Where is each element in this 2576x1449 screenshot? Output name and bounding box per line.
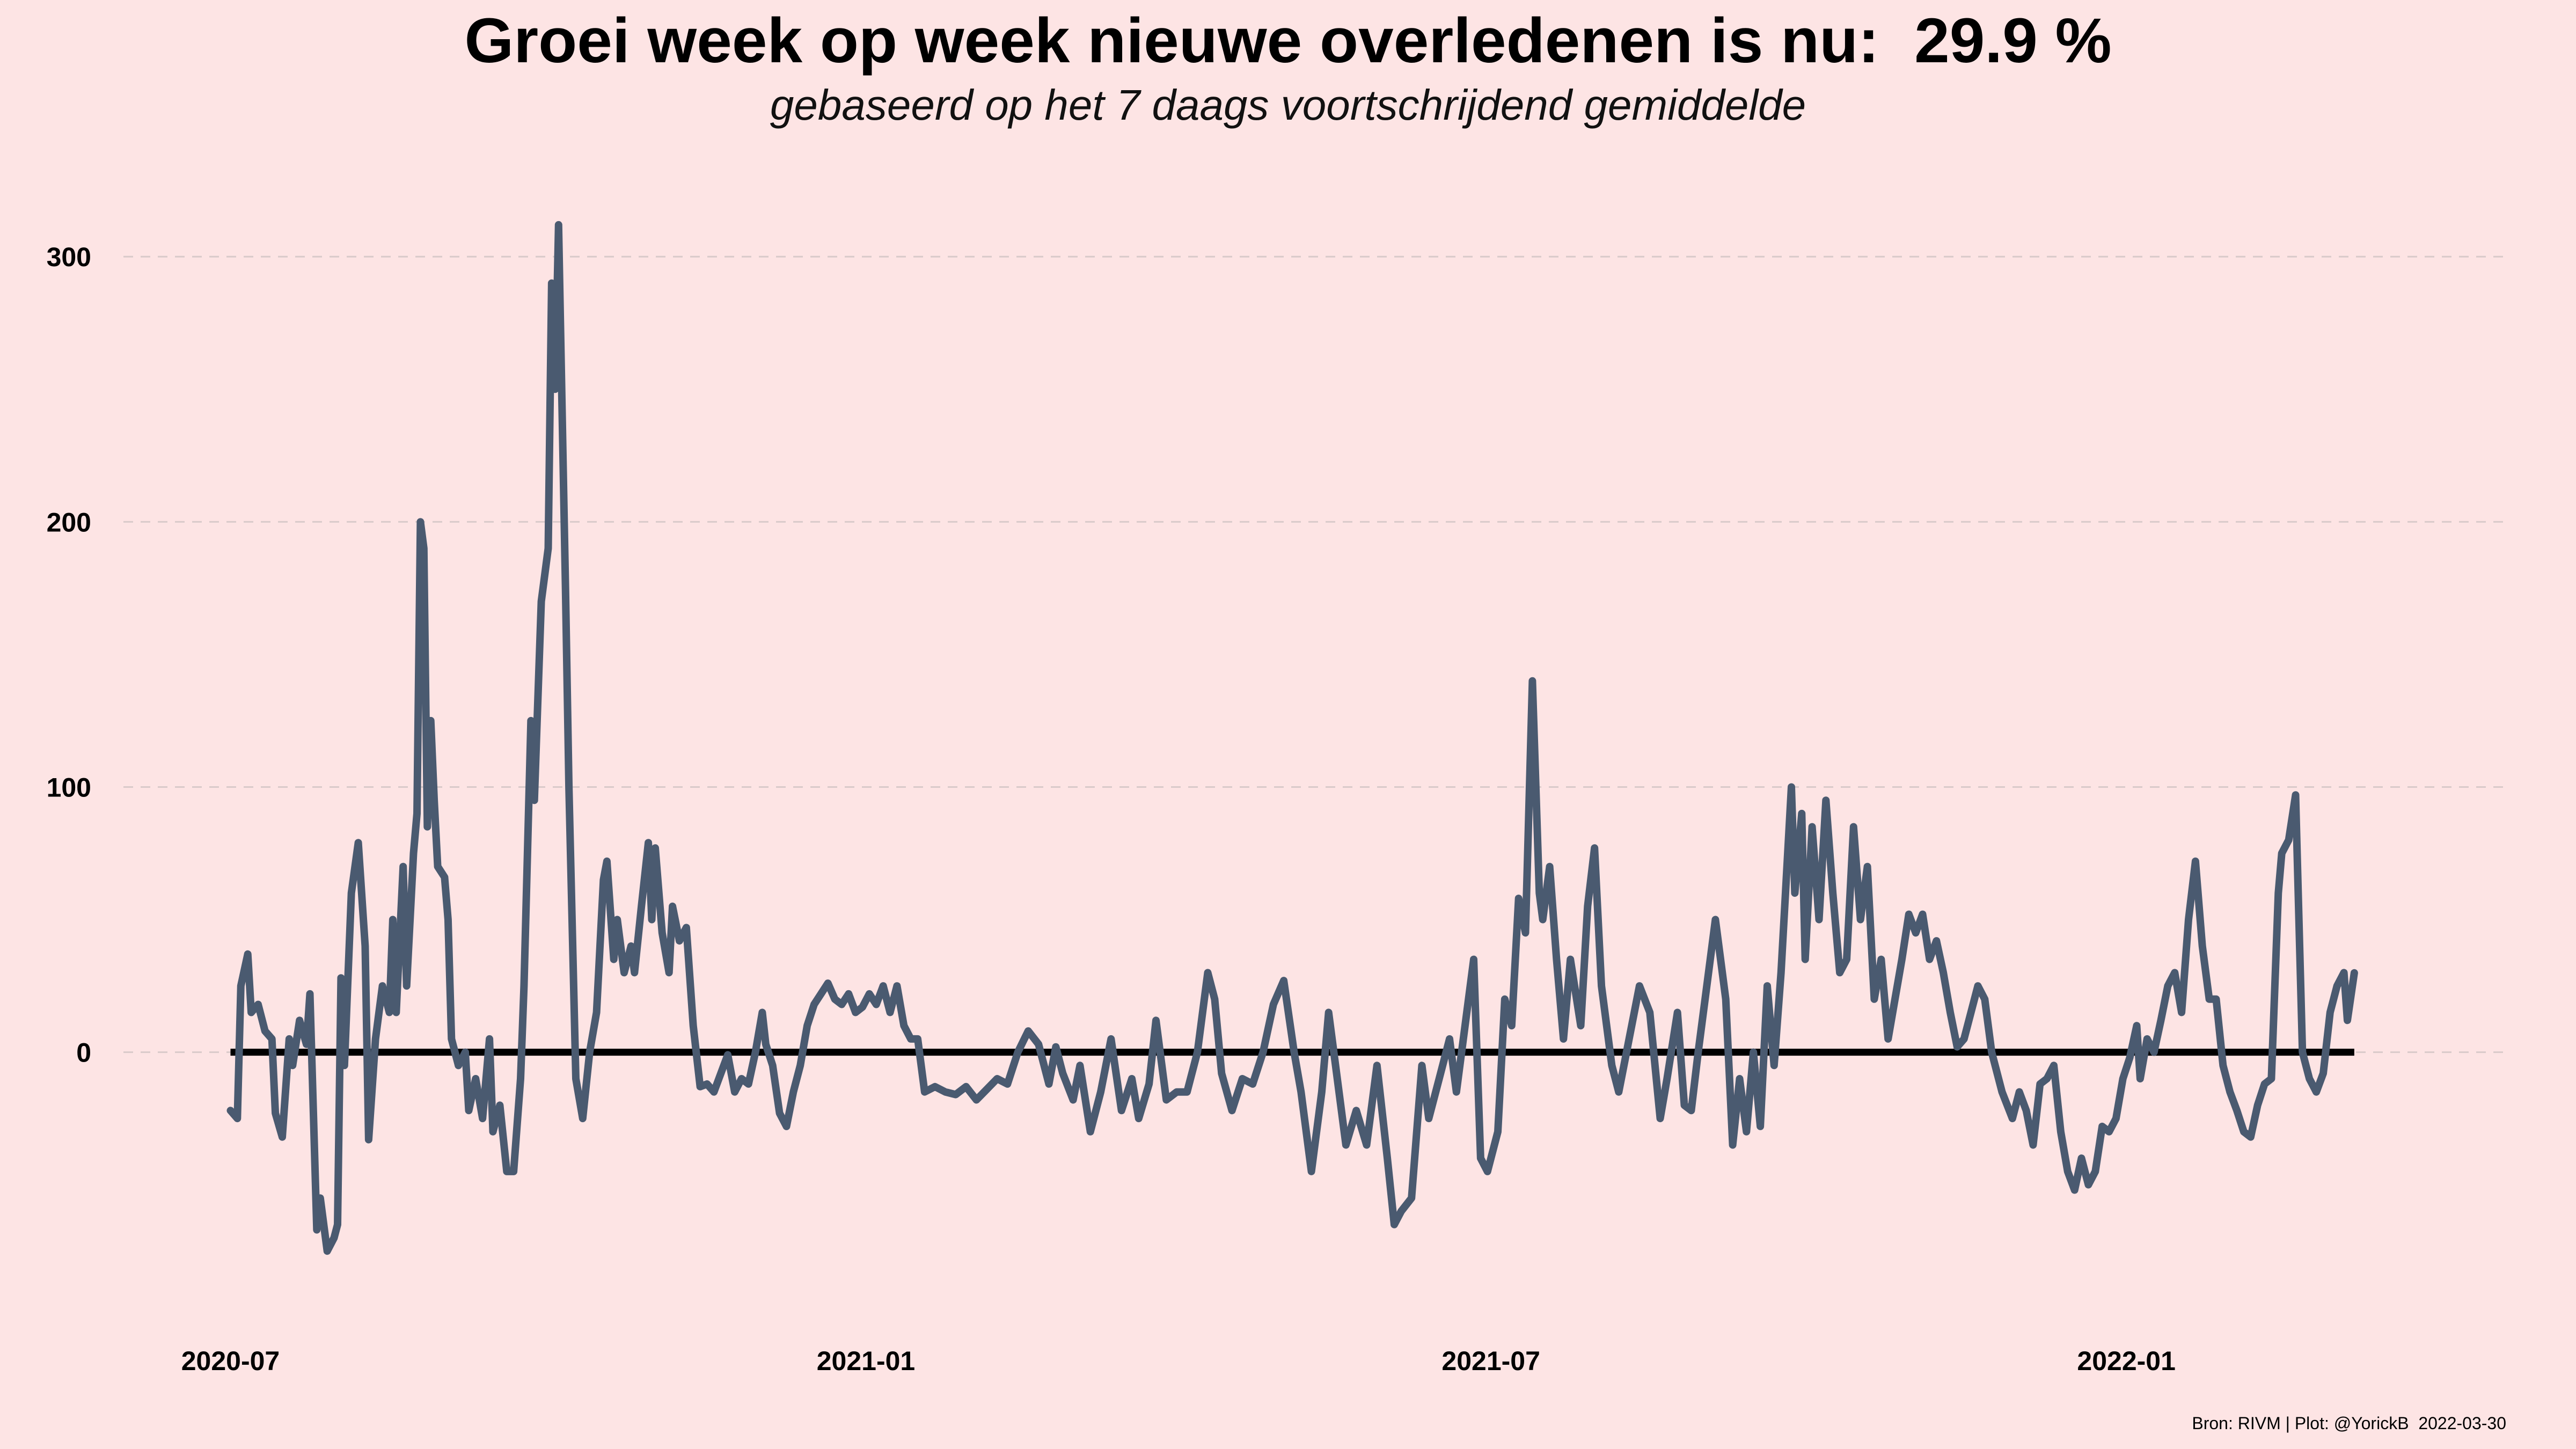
x-tick-label: 2020-07 [181,1346,280,1376]
chart-title: Groei week op week nieuwe overledenen is… [464,5,2112,76]
y-tick-label: 100 [47,772,91,802]
y-tick-label: 0 [76,1038,91,1068]
y-tick-label: 300 [47,242,91,272]
y-tick-label: 200 [47,507,91,537]
x-tick-label: 2021-01 [817,1346,916,1376]
chart-caption: Bron: RIVM | Plot: @YorickB 2022-03-30 [2192,1414,2506,1433]
x-tick-label: 2021-07 [1441,1346,1540,1376]
series-line [226,221,2358,1255]
chart-subtitle: gebaseerd op het 7 daags voortschrijdend… [770,81,1806,129]
x-tick-label: 2022-01 [2077,1346,2176,1376]
